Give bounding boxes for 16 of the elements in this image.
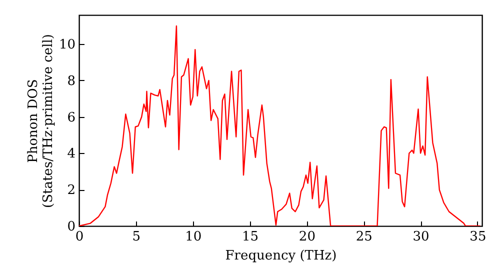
x-axis-title: Frequency (THz) xyxy=(225,248,337,264)
line-series xyxy=(79,25,480,226)
x-tick-label: 25 xyxy=(356,230,372,244)
x-tick-label: 15 xyxy=(242,230,259,244)
y-tick-label: 6 xyxy=(67,110,76,126)
y-tick-label: 10 xyxy=(58,38,76,53)
x-tick-label: 10 xyxy=(185,230,202,244)
y-tick-label: 2 xyxy=(67,183,76,198)
y-tick-label: 4 xyxy=(67,146,76,162)
y-tick-label: 8 xyxy=(67,74,76,89)
x-tick-label: 30 xyxy=(412,230,430,244)
y-axis-title: Phonon DOS (States/THz·primitive cell) xyxy=(26,34,56,208)
y-tick-label: 0 xyxy=(67,220,76,234)
x-tick-label: 20 xyxy=(298,230,316,244)
x-tick-label: 35 xyxy=(470,230,486,244)
x-tick-label: 5 xyxy=(132,230,141,244)
